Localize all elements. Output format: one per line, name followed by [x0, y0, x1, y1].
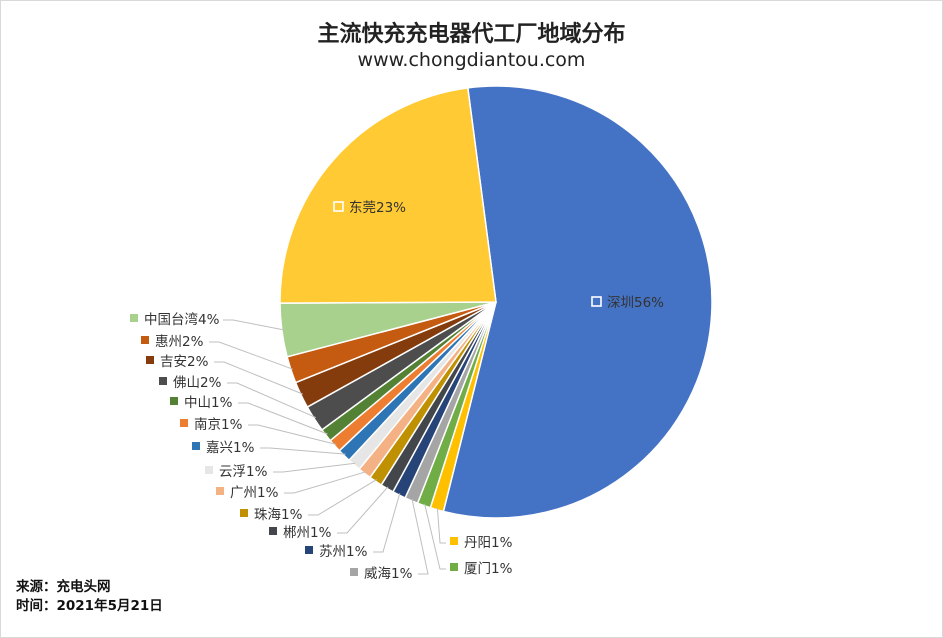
- leader-line-slice-14: [214, 361, 303, 395]
- leader-line-slice-11: [248, 424, 337, 445]
- data-label-slice-16: 中国台湾4%: [144, 311, 220, 328]
- data-label-slice-13: 佛山2%: [173, 375, 222, 391]
- legend-key-slice-7: [240, 509, 248, 517]
- legend-key-slice-4: [350, 568, 358, 576]
- data-label-slice-2: 丹阳1%: [464, 535, 513, 551]
- legend-key-slice-15: [141, 336, 149, 344]
- data-label-slice-7: 珠海1%: [254, 507, 303, 523]
- data-label-slice-4: 威海1%: [364, 566, 413, 582]
- data-label-slice-5: 苏州1%: [319, 544, 368, 560]
- legend-key-slice-2: [450, 537, 458, 545]
- legend-key-slice-14: [146, 356, 154, 364]
- leader-line-slice-6: [337, 486, 389, 534]
- data-label-slice-17: 东莞23%: [349, 200, 406, 216]
- legend-key-slice-6: [269, 527, 277, 535]
- date-text: 时间：2021年5月21日: [16, 598, 163, 614]
- leader-line-slice-7: [308, 479, 377, 516]
- leader-line-slice-2: [436, 507, 446, 544]
- data-label-slice-15: 惠州2%: [155, 334, 204, 350]
- leader-line-slice-16: [223, 319, 284, 331]
- pie-slice-slice-1: [442, 85, 713, 519]
- legend-key-slice-5: [305, 546, 313, 554]
- data-label-slice-3: 厦门1%: [464, 561, 513, 577]
- data-label-slice-8: 广州1%: [230, 485, 279, 501]
- chart-title: 主流快充充电器代工厂地域分布: [317, 22, 626, 47]
- legend-key-slice-1: [591, 296, 602, 307]
- legend-key-slice-10: [192, 442, 200, 450]
- leader-line-slice-8: [284, 471, 366, 494]
- legend-key-slice-17: [333, 201, 344, 212]
- leader-line-slice-10: [260, 447, 346, 455]
- leader-line-slice-5: [373, 493, 401, 553]
- source-note: 来源：充电头网 时间：2021年5月21日: [16, 578, 163, 616]
- legend-key-slice-3: [450, 563, 458, 571]
- legend-key-slice-13: [159, 377, 167, 385]
- data-label-slice-12: 中山1%: [184, 395, 233, 411]
- data-label-slice-14: 吉安2%: [160, 354, 209, 370]
- source-text: 来源：充电头网: [16, 579, 111, 595]
- leader-line-slice-3: [424, 503, 446, 570]
- legend-key-slice-11: [180, 419, 188, 427]
- data-label-slice-11: 南京1%: [194, 417, 243, 433]
- data-label-slice-6: 郴州1%: [283, 525, 332, 541]
- data-label-slice-9: 云浮1%: [219, 464, 268, 480]
- pie-slice-slice-17: [279, 87, 497, 304]
- chart-subtitle: www.chongdiantou.com: [357, 49, 586, 71]
- leader-line-slice-12: [238, 402, 328, 435]
- legend-key-slice-9: [205, 466, 213, 474]
- legend-key-slice-16: [130, 314, 138, 322]
- data-label-slice-10: 嘉兴1%: [206, 440, 255, 456]
- legend-key-slice-12: [170, 397, 178, 405]
- leader-line-slice-13: [227, 382, 317, 419]
- data-label-slice-1: 深圳56%: [607, 295, 664, 311]
- legend-key-slice-8: [216, 487, 224, 495]
- leader-line-slice-9: [273, 462, 356, 473]
- leader-line-slice-4: [411, 498, 429, 575]
- leader-line-slice-15: [209, 341, 293, 370]
